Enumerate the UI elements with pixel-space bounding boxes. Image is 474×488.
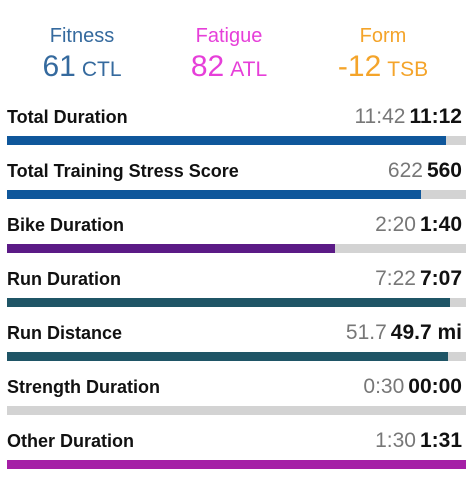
actual-value: 00:00: [408, 375, 462, 398]
row-values: 11:42 11:12: [354, 105, 462, 131]
planned-value: 11:42: [354, 105, 406, 128]
row-total-training-stress-score[interactable]: Total Training Stress Score 622 560: [0, 154, 474, 208]
fatigue-value: 82: [190, 50, 225, 83]
progress-track: [7, 406, 466, 415]
form-label: Form: [359, 25, 407, 47]
planned-value: 2:20: [375, 213, 416, 236]
row-strength-duration[interactable]: Strength Duration 0:30 00:00: [0, 370, 474, 424]
progress-track: [7, 298, 466, 307]
form-unit: TSB: [387, 58, 429, 81]
row-run-distance[interactable]: Run Distance 51.7 49.7 mi: [0, 316, 474, 370]
form-value-line: -12 TSB: [308, 50, 458, 89]
planned-value: 622: [387, 159, 423, 182]
summary-header: Fitness 61 CTL Fatigue 82 ATL Form -12 TSB: [0, 0, 474, 100]
fitness-label: Fitness: [49, 25, 115, 47]
row-bike-duration[interactable]: Bike Duration 2:20 1:40: [0, 208, 474, 262]
fatigue-label: Fatigue: [195, 25, 263, 47]
progress-track: [7, 460, 466, 469]
planned-value: 1:30: [375, 429, 416, 452]
progress-list: Total Duration 11:42 11:12 Total Training…: [0, 100, 474, 478]
fitness-unit: CTL: [81, 58, 122, 81]
row-title: Bike Duration: [7, 215, 125, 235]
progress-track: [7, 352, 466, 361]
row-values: 51.7 49.7 mi: [346, 321, 462, 347]
row-values: 0:30 00:00: [363, 375, 462, 401]
fatigue-metric[interactable]: Fatigue 82 ATL: [154, 24, 304, 89]
row-title: Strength Duration: [7, 377, 160, 397]
fitness-metric[interactable]: Fitness 61 CTL: [7, 24, 157, 89]
progress-track: [7, 244, 466, 253]
row-title: Other Duration: [7, 431, 135, 451]
actual-value: 49.7 mi: [390, 321, 462, 344]
fitness-value: 61: [42, 50, 76, 83]
planned-value: 0:30: [363, 375, 405, 398]
progress-track: [7, 190, 466, 199]
progress-fill: [7, 136, 447, 145]
form-metric[interactable]: Form -12 TSB: [308, 24, 458, 89]
actual-value: 11:12: [409, 105, 462, 128]
fatigue-unit: ATL: [230, 58, 268, 81]
row-run-duration[interactable]: Run Duration 7:22 7:07: [0, 262, 474, 316]
progress-fill: [7, 298, 451, 307]
row-other-duration[interactable]: Other Duration 1:30 1:31: [0, 424, 474, 478]
row-title: Run Distance: [7, 323, 123, 343]
planned-value: 7:22: [375, 267, 416, 290]
fatigue-value-line: 82 ATL: [154, 50, 304, 89]
progress-fill: [7, 244, 335, 253]
row-title: Total Training Stress Score: [7, 161, 239, 181]
form-value: -12: [337, 50, 382, 83]
progress-fill: [7, 190, 421, 199]
row-values: 1:30 1:31: [375, 429, 462, 455]
progress-track: [7, 136, 466, 145]
actual-value: 1:40: [419, 213, 462, 236]
fitness-value-line: 61 CTL: [7, 50, 157, 89]
progress-fill: [7, 352, 449, 361]
row-title: Total Duration: [7, 107, 128, 127]
row-title: Run Duration: [7, 269, 121, 289]
actual-value: 560: [426, 159, 462, 182]
row-values: 2:20 1:40: [375, 213, 462, 239]
actual-value: 1:31: [419, 429, 462, 452]
progress-fill: [7, 460, 466, 469]
row-values: 622 560: [388, 159, 462, 185]
planned-value: 51.7: [345, 321, 387, 344]
actual-value: 7:07: [419, 267, 462, 290]
row-values: 7:22 7:07: [375, 267, 462, 293]
row-total-duration[interactable]: Total Duration 11:42 11:12: [0, 100, 474, 154]
